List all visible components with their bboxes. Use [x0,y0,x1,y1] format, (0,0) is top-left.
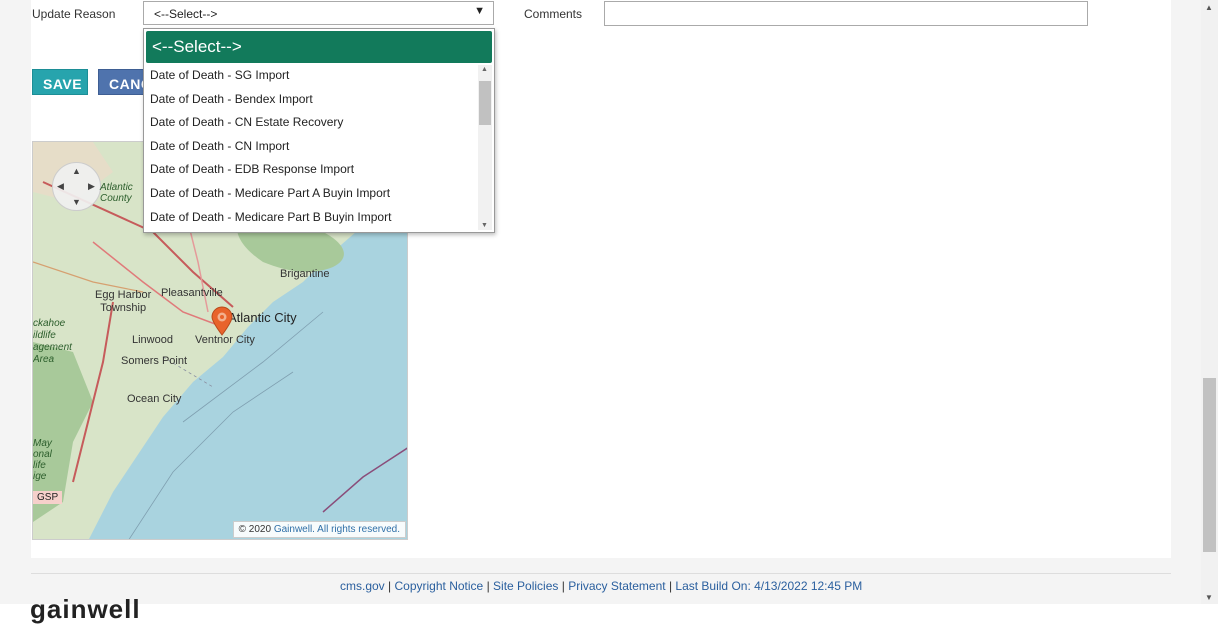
scroll-up-icon[interactable]: ▲ [481,66,488,73]
dropdown-option[interactable]: Date of Death - Bendex Import [150,91,313,106]
page-scroll-up-icon[interactable]: ▲ [1205,3,1213,12]
map-label-pleasantville: Pleasantville [161,287,223,299]
footer-divider [31,573,1171,574]
footer-build-info: Last Build On: 4/13/2022 12:45 PM [675,579,863,593]
page-background-left [0,0,31,604]
footer-links: cms.gov | Copyright Notice | Site Polici… [340,579,862,593]
dropdown-option[interactable]: Date of Death - SG Import [150,68,290,82]
save-button[interactable]: SAVE [32,69,88,95]
dropdown-option[interactable]: Date of Death - Medicare Part B Buyin Im… [150,209,392,224]
dropdown-option[interactable]: Date of Death - Medicare Part A Buyin Im… [150,185,391,200]
dropdown-option-selected[interactable]: <--Select--> [146,31,492,63]
map-label-linwood: Linwood [132,334,173,346]
map-label-egg-harbor: Egg Harbor Township [95,289,152,314]
location-marker-icon[interactable] [210,306,234,336]
page-scroll-thumb[interactable] [1203,378,1216,552]
gainwell-logo: gainwell [30,594,141,624]
dropdown-scroll-thumb[interactable] [479,81,491,125]
dropdown-options: Date of Death - SG Import Date of Death … [144,65,478,230]
footer-copyright-link[interactable]: Copyright Notice [394,579,484,593]
page-background-right [1171,0,1201,604]
map-label-somers-point: Somers Point [121,355,188,367]
pan-left-icon[interactable]: ◀ [57,181,64,191]
map-label-cape-may: May onal life ige [33,438,52,482]
update-reason-value: <--Select--> [154,7,218,21]
copyright-link[interactable]: Gainwell. All rights reserved. [273,524,400,535]
footer-separator: | [486,579,490,593]
map-label-atlantic-city: Atlantic City [228,310,297,325]
page-scroll-down-icon[interactable]: ▼ [1205,593,1213,602]
map-label-atlantic-county: Atlantic County [100,182,133,204]
footer-cms-link[interactable]: cms.gov [340,579,385,593]
page-scrollbar[interactable]: ▲ ▼ [1201,0,1218,604]
comments-label: Comments [524,7,583,21]
page-background-bottom [0,558,1201,604]
footer-policies-link[interactable]: Site Policies [493,579,559,593]
map-label-ocean-city: Ocean City [127,393,182,405]
update-reason-label: Update Reason [32,7,116,21]
map-label-ventnor: Ventnor City [195,334,255,346]
dropdown-option[interactable]: Date of Death - EDB Response Import [150,162,355,177]
pan-right-icon[interactable]: ▶ [88,181,95,191]
dropdown-option[interactable]: Date of Death - CN Import [150,138,290,153]
footer-separator: | [668,579,673,593]
map-pan-control[interactable]: ▲ ▼ ◀ ▶ [52,162,101,211]
dropdown-scrollbar[interactable]: ▲ ▼ [478,65,492,230]
comments-input[interactable] [604,1,1088,26]
dropdown-option[interactable]: Date of Death - CN Estate Recovery [150,115,344,130]
update-reason-dropdown-list[interactable]: <--Select--> Date of Death - SG Import D… [143,28,495,233]
footer-separator: | [561,579,565,593]
pan-up-icon[interactable]: ▲ [72,166,81,176]
update-reason-select[interactable]: <--Select--> ▼ [143,1,494,25]
pan-down-icon[interactable]: ▼ [72,197,81,207]
map-label-wildlife-area: ckahoe ildlife agement Area [33,318,72,365]
copyright-prefix: © 2020 [238,524,272,535]
scroll-down-icon[interactable]: ▼ [481,222,488,229]
footer-privacy-link[interactable]: Privacy Statement [568,579,666,593]
map-label-brigantine: Brigantine [280,268,330,280]
footer-separator: | [388,579,392,593]
map-copyright: © 2020 Gainwell. All rights reserved. [232,521,406,538]
gsp-road-badge: GSP [33,491,63,504]
dropdown-arrow-icon[interactable]: ▼ [474,5,485,17]
